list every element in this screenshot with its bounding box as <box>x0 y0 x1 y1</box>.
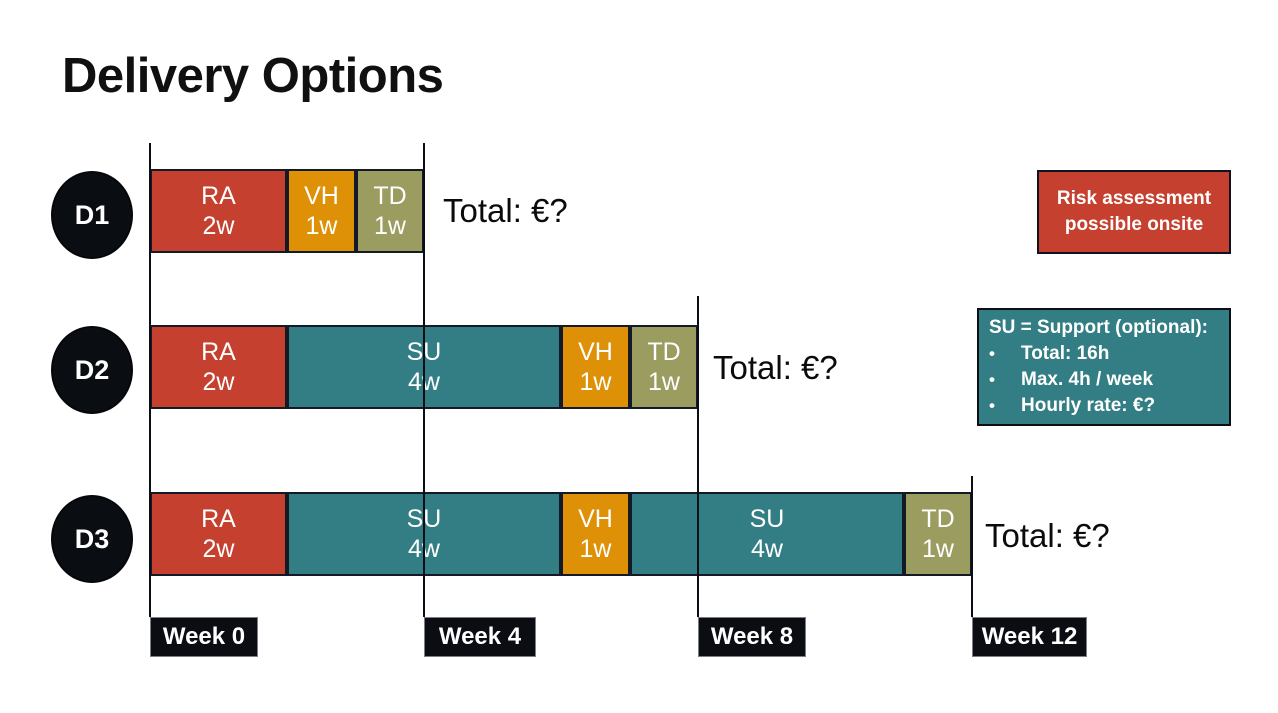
option-badge-label: D1 <box>74 199 110 230</box>
segment-duration: 1w <box>305 212 338 240</box>
segment-duration: 2w <box>202 368 235 396</box>
segment-vh: VH 1w <box>561 492 630 576</box>
gridline-week-8 <box>697 296 699 617</box>
segment-code: VH <box>578 505 613 533</box>
week-label-0: Week 0 <box>150 617 258 657</box>
segment-duration: 1w <box>922 535 954 563</box>
week-label-text: Week 12 <box>981 623 1078 650</box>
gridline-week-0 <box>149 143 151 617</box>
total-price-d2: Total: €? <box>713 349 838 386</box>
support-bullet-item: • Total: 16h <box>989 341 1229 367</box>
segment-duration: 1w <box>648 368 680 396</box>
bullet-icon: • <box>989 396 995 415</box>
segment-duration: 1w <box>374 212 406 240</box>
support-bullet-item: • Max. 4h / week <box>989 367 1229 393</box>
segment-duration: 1w <box>579 535 612 563</box>
segment-vh: VH 1w <box>287 169 356 253</box>
week-label-12: Week 12 <box>972 617 1087 657</box>
segment-vh: VH 1w <box>561 325 630 409</box>
segment-ra: RA 2w <box>150 169 287 253</box>
support-note-box: SU = Support (optional): • Total: 16h • … <box>977 308 1231 426</box>
risk-note-line1: Risk assessment <box>1056 188 1212 209</box>
segment-code: TD <box>647 338 681 366</box>
segment-ra: RA 2w <box>150 325 287 409</box>
option-badge-d1: D1 <box>51 171 133 259</box>
segment-duration: 1w <box>579 368 612 396</box>
segment-duration: 2w <box>202 535 235 563</box>
support-bullet-item: • Hourly rate: €? <box>989 393 1229 419</box>
segment-code: RA <box>201 182 236 210</box>
segment-su: SU 4w <box>630 492 904 576</box>
timeline-bar-d3: RA 2w SU 4w VH 1w SU 4w TD 1w <box>150 492 972 576</box>
support-bullet-text: Total: 16h <box>1021 343 1110 364</box>
gridline-week-12 <box>971 476 973 617</box>
timeline-bar-d1: RA 2w VH 1w TD 1w <box>150 169 424 253</box>
week-label-text: Week 0 <box>162 623 246 650</box>
bullet-icon: • <box>989 344 995 363</box>
segment-code: TD <box>921 505 955 533</box>
option-badge-label: D2 <box>74 354 110 385</box>
week-label-8: Week 8 <box>698 617 806 657</box>
week-label-4: Week 4 <box>424 617 536 657</box>
segment-code: VH <box>304 182 339 210</box>
segment-duration: 4w <box>751 535 783 563</box>
segment-td: TD 1w <box>356 169 424 253</box>
bullet-icon: • <box>989 370 995 389</box>
segment-code: RA <box>201 505 236 533</box>
segment-code: TD <box>373 182 407 210</box>
total-price-d1: Total: €? <box>443 192 568 229</box>
segment-code: VH <box>578 338 613 366</box>
support-bullet-text: Hourly rate: €? <box>1021 395 1156 416</box>
gridline-week-4 <box>423 143 425 617</box>
segment-duration: 2w <box>202 212 235 240</box>
option-badge-d3: D3 <box>51 495 133 583</box>
segment-td: TD 1w <box>630 325 698 409</box>
risk-note-box: Risk assessment possible onsite <box>1037 170 1231 254</box>
segment-code: RA <box>201 338 236 366</box>
option-badge-label: D3 <box>74 523 110 554</box>
segment-ra: RA 2w <box>150 492 287 576</box>
total-price-d3: Total: €? <box>985 517 1110 554</box>
option-badge-d2: D2 <box>51 326 133 414</box>
risk-note-line2: possible onsite <box>1064 214 1204 235</box>
support-note-heading: SU = Support (optional): <box>989 317 1209 338</box>
segment-code: SU <box>749 505 785 533</box>
week-label-text: Week 8 <box>710 623 794 650</box>
segment-td: TD 1w <box>904 492 972 576</box>
support-bullet-text: Max. 4h / week <box>1021 369 1154 390</box>
week-label-text: Week 4 <box>438 623 522 650</box>
page-title: Delivery Options <box>62 49 444 103</box>
